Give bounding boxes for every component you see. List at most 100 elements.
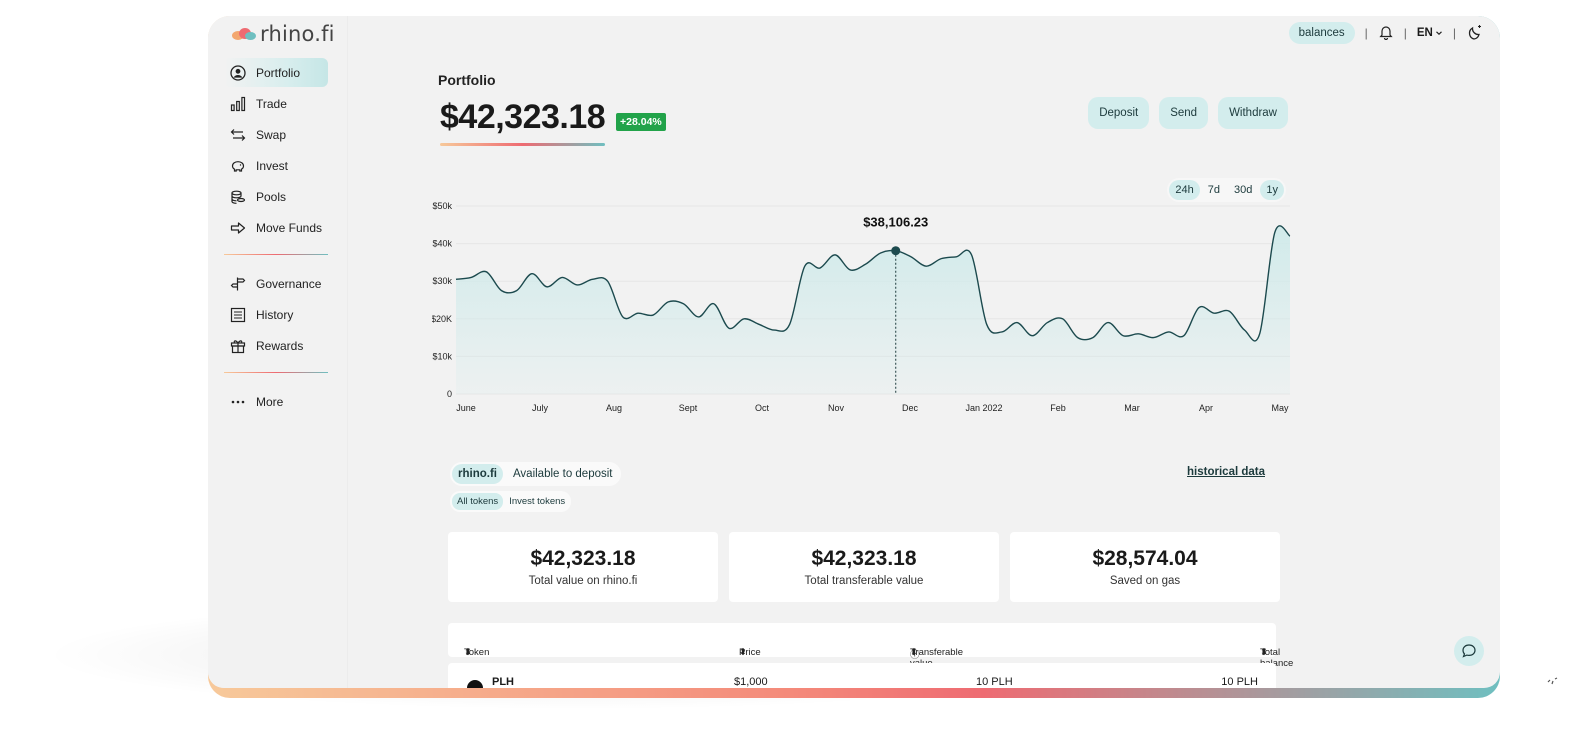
- loading-spinner-icon: [1547, 677, 1558, 685]
- y-tick-label: 0: [447, 389, 452, 399]
- portfolio-total: $42,323.18: [440, 98, 606, 136]
- sidebar-item-rewards[interactable]: Rewards: [224, 331, 328, 360]
- withdraw-button[interactable]: Withdraw: [1218, 97, 1288, 129]
- sidebar-item-label: Swap: [256, 127, 287, 142]
- y-tick-label: $20K: [432, 314, 452, 324]
- y-tick-label: $50k: [432, 201, 452, 211]
- topbar: balances | | EN |: [1288, 22, 1484, 44]
- sidebar-nav: Portfolio Trade Swap: [224, 58, 328, 418]
- brand-name: rhino.fi: [260, 22, 335, 46]
- change-badge: +28.04%: [616, 113, 666, 131]
- balances-pill[interactable]: balances: [1288, 22, 1355, 44]
- bell-icon[interactable]: [1378, 24, 1394, 43]
- tab-available-to-deposit[interactable]: Available to deposit: [512, 468, 613, 480]
- language-select[interactable]: EN: [1417, 27, 1443, 39]
- send-button[interactable]: Send: [1159, 97, 1209, 129]
- topbar-divider: |: [1403, 26, 1407, 40]
- swap-arrows-icon: [230, 127, 246, 143]
- user-circle-icon: [230, 64, 246, 81]
- header-label: Price: [739, 647, 761, 658]
- highlight-label: $38,106.23: [863, 215, 928, 230]
- card-value: $28,574.04: [1092, 547, 1198, 570]
- token-total: 10 PLH: [1221, 676, 1258, 688]
- topbar-divider: |: [1452, 26, 1456, 40]
- sidebar-item-label: Rewards: [256, 338, 304, 353]
- token-icon: [467, 680, 483, 688]
- sort-icon: ⬍: [1260, 647, 1268, 658]
- sort-icon: ⬍: [464, 647, 472, 658]
- signpost-icon: [230, 276, 246, 292]
- card-value: $42,323.18: [811, 547, 917, 570]
- deposit-button[interactable]: Deposit: [1088, 97, 1150, 129]
- range-30d[interactable]: 30d: [1234, 184, 1253, 196]
- y-tick-label: $40k: [432, 239, 452, 249]
- piggy-bank-icon: [230, 158, 246, 174]
- time-range-selector: 24h 7d 30d 1y: [1167, 178, 1286, 202]
- token-price: $1,000: [734, 676, 768, 688]
- total-underline: [440, 143, 605, 146]
- summary-card: $42,323.18 Total value on rhino.fi: [448, 532, 718, 602]
- app-window: rhino.fi Portfolio Trade: [208, 16, 1500, 688]
- sidebar-item-portfolio[interactable]: Portfolio: [224, 58, 328, 87]
- topbar-divider: |: [1364, 26, 1368, 40]
- range-7d[interactable]: 7d: [1207, 184, 1221, 196]
- sidebar-item-trade[interactable]: Trade: [224, 89, 328, 118]
- historical-data-link[interactable]: historical data: [1187, 466, 1265, 478]
- header-label: Token: [464, 647, 490, 658]
- card-label: Total value on rhino.fi: [528, 575, 638, 587]
- sidebar-item-invest[interactable]: Invest: [224, 151, 328, 180]
- chevron-down-icon: [1435, 31, 1442, 36]
- sidebar-item-governance[interactable]: Governance: [224, 269, 328, 298]
- portfolio-chart[interactable]: 0 $10k $20K $30k $40k $50k June July Aug Sept Oct N…: [432, 194, 1292, 426]
- sidebar-item-pools[interactable]: Pools: [224, 182, 328, 211]
- sort-icon: ⬍: [739, 647, 747, 658]
- sort-icon: ⬍: [910, 647, 918, 658]
- tab-rhino[interactable]: rhino.fi: [452, 464, 503, 484]
- sidebar-item-move-funds[interactable]: Move Funds: [224, 213, 328, 242]
- bar-chart-icon: [230, 96, 246, 112]
- sidebar-item-history[interactable]: History: [224, 300, 328, 329]
- range-1y[interactable]: 1y: [1260, 180, 1284, 200]
- moon-icon[interactable]: [1466, 23, 1484, 44]
- arrow-right-icon: [230, 220, 246, 236]
- balance-tabs: rhino.fi Available to deposit: [450, 462, 621, 486]
- tab-all-tokens[interactable]: All tokens: [452, 493, 504, 510]
- sidebar-item-more[interactable]: More: [224, 387, 328, 416]
- x-tick-label: Oct: [755, 403, 770, 413]
- sidebar-divider: [224, 372, 328, 373]
- action-buttons: Deposit Send Withdraw: [1088, 97, 1288, 129]
- coins-stack-icon: [230, 189, 246, 205]
- y-tick-label: $10k: [432, 351, 452, 361]
- summary-cards: $42,323.18 Total value on rhino.fi $42,3…: [448, 532, 1280, 602]
- page-title: Portfolio: [438, 72, 496, 88]
- chat-button[interactable]: [1454, 636, 1484, 666]
- summary-card: $28,574.04 Saved on gas: [1010, 532, 1280, 602]
- logo[interactable]: rhino.fi: [232, 22, 335, 46]
- y-tick-label: $30k: [432, 276, 452, 286]
- gift-icon: [230, 338, 246, 354]
- x-tick-label: Jan 2022: [965, 403, 1002, 413]
- token-transferable: 10 PLH: [976, 676, 1013, 688]
- sidebar-item-label: Pools: [256, 189, 287, 204]
- rhino-logo-icon: [232, 27, 256, 41]
- tab-invest-tokens[interactable]: Invest tokens: [509, 496, 566, 507]
- token-symbol: PLH: [492, 676, 514, 688]
- language-label: EN: [1416, 27, 1433, 39]
- table-row[interactable]: PLH $1,000 10 PLH 10 PLH: [448, 663, 1276, 688]
- range-24h[interactable]: 24h: [1169, 180, 1200, 200]
- ledger-icon: [230, 307, 246, 323]
- x-tick-label: Dec: [902, 403, 919, 413]
- x-tick-label: Aug: [606, 403, 622, 413]
- card-label: Saved on gas: [1109, 575, 1181, 587]
- sidebar-item-label: Move Funds: [256, 220, 323, 235]
- sidebar-item-swap[interactable]: Swap: [224, 120, 328, 149]
- x-tick-label: June: [456, 403, 476, 413]
- sidebar-divider: [224, 254, 328, 255]
- sidebar-item-label: Trade: [256, 96, 287, 111]
- series-area: [456, 225, 1290, 394]
- header-label: Total balance: [1260, 647, 1294, 669]
- series-line: [455, 225, 1291, 342]
- x-tick-label: Feb: [1050, 403, 1066, 413]
- card-label: Total transferable value: [804, 575, 924, 587]
- chat-bubble-icon: [1462, 644, 1476, 658]
